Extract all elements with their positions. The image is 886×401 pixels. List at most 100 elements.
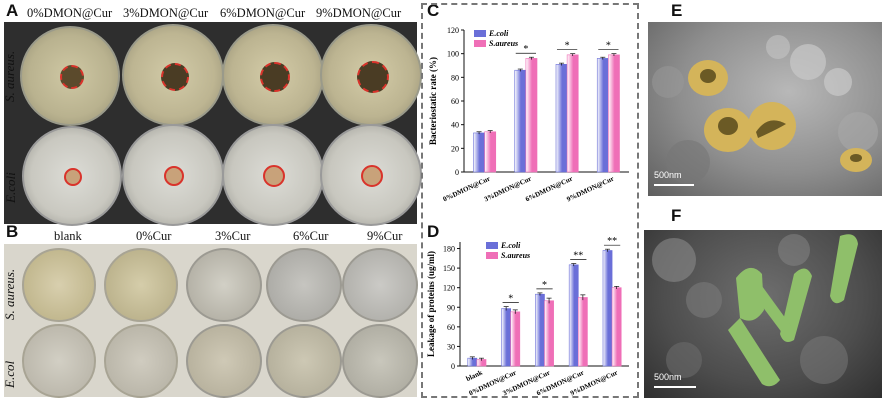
- bar-S.aureus-9%DMON@Cur: [611, 287, 622, 367]
- panel-label-b: B: [6, 222, 19, 241]
- bar-S.aureus-3%DMON@Cur: [525, 58, 538, 173]
- panel-b-photo: [4, 244, 418, 398]
- panel-f-scale-bar: [654, 386, 696, 388]
- panel-b-col-3: 6%Cur: [293, 229, 329, 243]
- inhibition-zone: [361, 165, 383, 187]
- significance-mark: *: [606, 41, 611, 52]
- panel-e-sem-image: 500nm: [648, 22, 882, 196]
- bar-E.coli-6%DMON@Cur: [568, 264, 579, 367]
- panel-b-col-2: 3%Cur: [215, 229, 251, 243]
- legend-swatch-E.coli: [474, 30, 486, 37]
- legend-label-S.aureus: S.aureus: [489, 39, 518, 48]
- y-tick-label: 150: [443, 264, 455, 273]
- legend-swatch-E.coli: [486, 242, 498, 249]
- dish-b-2-2: [104, 324, 178, 398]
- significance-mark: *: [542, 280, 547, 291]
- panel-a-row-1: E.coli: [3, 172, 18, 203]
- dish-b-1-3: [186, 248, 262, 322]
- significance-mark: **: [607, 236, 617, 247]
- bar-E.coli-0%DMON@Cur: [473, 132, 485, 173]
- inhibition-zone: [263, 165, 285, 187]
- dish-a-2-1: [22, 126, 122, 226]
- panel-a-col-2: 6%DMON@Cur: [220, 6, 306, 20]
- panel-a-col-3: 9%DMON@Cur: [316, 6, 402, 20]
- legend-label-E.coli: E.coli: [488, 29, 509, 38]
- panel-b-col-0: blank: [54, 229, 82, 243]
- significance-mark: *: [523, 44, 528, 55]
- y-tick-label: 100: [447, 50, 459, 59]
- dish-a-2-2: [122, 124, 224, 226]
- dish-b-2-4: [266, 324, 342, 398]
- bar-S.aureus-3%DMON@Cur: [544, 300, 554, 367]
- dish-a-2-4: [320, 124, 422, 226]
- dish-b-1-5: [342, 248, 418, 322]
- dish-b-2-5: [342, 324, 418, 398]
- dish-b-1-1: [22, 248, 96, 322]
- panel-f-scale-label: 500nm: [654, 372, 682, 382]
- y-tick-label: 80: [451, 73, 459, 82]
- dish-b-2-1: [22, 324, 96, 398]
- panel-e-scale-bar: [654, 184, 694, 186]
- dish-b-2-3: [186, 324, 262, 398]
- bar-E.coli-3%DMON@Cur: [535, 293, 545, 367]
- dish-b-1-2: [104, 248, 178, 322]
- panel-label-f: F: [671, 206, 682, 225]
- dish-a-1-2: [122, 24, 224, 126]
- panel-b-row-0: S. aureus.: [2, 268, 17, 320]
- dish-a-1-4: [320, 24, 422, 126]
- y-axis-label: Leakage of proteins (ug/ml): [426, 251, 436, 357]
- y-tick-label: 0: [451, 362, 455, 371]
- y-tick-label: 180: [443, 245, 455, 254]
- panel-a-col-1: 3%DMON@Cur: [123, 6, 209, 20]
- panel-a-col-0: 0%DMON@Cur: [27, 6, 113, 20]
- panel-e-scale-label: 500nm: [654, 170, 682, 180]
- bar-E.coli-9%DMON@Cur: [602, 250, 613, 367]
- inhibition-zone: [60, 65, 84, 89]
- dish-a-1-1: [20, 26, 120, 126]
- significance-mark: **: [573, 251, 583, 262]
- legend-swatch-S.aureus: [486, 252, 498, 259]
- dish-a-2-3: [222, 124, 324, 226]
- significance-mark: *: [508, 294, 513, 305]
- panel-b-col-4: 9%Cur: [367, 229, 403, 243]
- inhibition-zone: [164, 166, 184, 186]
- bar-S.aureus-0%DMON@Cur: [510, 311, 521, 367]
- y-axis-label: Bacteriostatic rate (%): [428, 57, 438, 145]
- legend-swatch-S.aureus: [474, 40, 486, 47]
- bar-S.aureus-6%DMON@Cur: [566, 54, 579, 173]
- y-tick-label: 60: [451, 97, 459, 106]
- x-tick-label: blank: [465, 369, 484, 384]
- y-tick-label: 30: [447, 342, 455, 351]
- bar-S.aureus-6%DMON@Cur: [578, 297, 588, 367]
- sem-texture: [652, 234, 858, 387]
- panel-label-c: C: [427, 1, 440, 20]
- y-tick-label: 40: [451, 121, 459, 130]
- panel-label-a: A: [6, 1, 19, 20]
- inhibition-zone: [64, 168, 82, 186]
- sem-texture: [652, 35, 878, 184]
- y-tick-label: 60: [447, 323, 455, 332]
- bar-S.aureus-9%DMON@Cur: [608, 54, 620, 173]
- y-tick-label: 0: [455, 168, 459, 177]
- x-tick-label: 9%DMON@Cur: [565, 175, 615, 204]
- bar-S.aureus-0%DMON@Cur: [484, 131, 497, 173]
- panel-a-photo: [4, 22, 422, 226]
- panel-f-sem-image: 500nm: [644, 230, 882, 398]
- bar-E.coli-3%DMON@Cur: [514, 69, 527, 173]
- y-tick-label: 120: [443, 284, 455, 293]
- panel-b-col-1: 0%Cur: [136, 229, 172, 243]
- inhibition-zone: [260, 62, 290, 92]
- charts-frame: [421, 3, 639, 398]
- panel-label-d: D: [427, 222, 440, 241]
- inhibition-zone: [357, 61, 389, 93]
- y-tick-label: 90: [447, 303, 455, 312]
- dish-a-1-3: [222, 24, 324, 126]
- panel-a-row-0: S. aureus.: [2, 50, 17, 102]
- significance-mark: *: [565, 41, 570, 52]
- bar-E.coli-6%DMON@Cur: [555, 64, 568, 173]
- chart-d: 0 30 60 90 120 150 180 Leakage of proteins (ug/…: [426, 236, 629, 397]
- legend-label-S.aureus: S.aureus: [501, 251, 530, 260]
- panel-label-e: E: [671, 1, 683, 20]
- panel-b-row-1: E.col: [2, 360, 17, 388]
